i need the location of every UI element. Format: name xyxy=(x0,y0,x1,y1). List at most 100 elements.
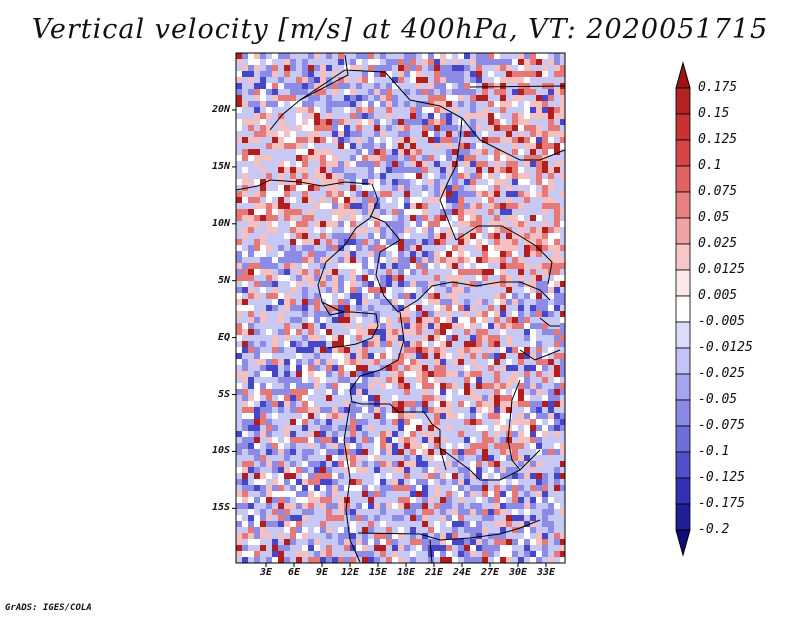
field-cell xyxy=(320,281,326,287)
field-cell xyxy=(494,263,500,269)
field-cell xyxy=(260,113,266,119)
field-cell xyxy=(410,515,416,521)
field-cell xyxy=(506,341,512,347)
field-cell xyxy=(410,431,416,437)
field-cell xyxy=(350,437,356,443)
field-cell xyxy=(440,353,446,359)
field-cell xyxy=(368,209,374,215)
field-cell xyxy=(368,155,374,161)
field-cell xyxy=(386,311,392,317)
field-cell xyxy=(518,275,524,281)
field-cell xyxy=(320,215,326,221)
field-cell xyxy=(332,521,338,527)
field-cell xyxy=(500,539,506,545)
field-cell xyxy=(494,191,500,197)
field-cell xyxy=(452,359,458,365)
field-cell xyxy=(506,485,512,491)
field-cell xyxy=(494,77,500,83)
field-cell xyxy=(296,287,302,293)
field-cell xyxy=(500,551,506,557)
field-cell xyxy=(320,143,326,149)
field-cell xyxy=(470,203,476,209)
field-cell xyxy=(536,197,542,203)
field-cell xyxy=(284,389,290,395)
field-cell xyxy=(530,473,536,479)
field-cell xyxy=(434,59,440,65)
field-cell xyxy=(446,287,452,293)
field-cell xyxy=(422,89,428,95)
field-cell xyxy=(518,305,524,311)
field-cell xyxy=(260,461,266,467)
field-cell xyxy=(542,377,548,383)
field-cell xyxy=(512,533,518,539)
field-cell xyxy=(422,419,428,425)
field-cell xyxy=(560,377,565,383)
field-cell xyxy=(524,263,530,269)
field-cell xyxy=(410,311,416,317)
field-cell xyxy=(464,239,470,245)
field-cell xyxy=(248,533,254,539)
field-cell xyxy=(260,257,266,263)
field-cell xyxy=(518,53,524,59)
field-cell xyxy=(524,431,530,437)
field-cell xyxy=(362,59,368,65)
field-cell xyxy=(278,107,284,113)
field-cell xyxy=(374,53,380,59)
field-cell xyxy=(374,173,380,179)
field-cell xyxy=(320,449,326,455)
field-cell xyxy=(266,221,272,227)
field-cell xyxy=(332,365,338,371)
field-cell xyxy=(284,485,290,491)
field-cell xyxy=(254,341,260,347)
field-cell xyxy=(464,59,470,65)
field-cell xyxy=(266,377,272,383)
field-cell xyxy=(404,317,410,323)
field-cell xyxy=(350,287,356,293)
field-cell xyxy=(374,251,380,257)
field-cell xyxy=(308,131,314,137)
field-cell xyxy=(362,347,368,353)
field-cell xyxy=(404,329,410,335)
field-cell xyxy=(446,515,452,521)
field-cell xyxy=(338,143,344,149)
field-cell xyxy=(440,215,446,221)
field-cell xyxy=(368,491,374,497)
field-cell xyxy=(344,365,350,371)
field-cell xyxy=(458,317,464,323)
field-cell xyxy=(422,239,428,245)
field-cell xyxy=(308,383,314,389)
field-cell xyxy=(494,335,500,341)
field-cell xyxy=(290,407,296,413)
field-cell xyxy=(302,473,308,479)
field-cell xyxy=(452,473,458,479)
field-cell xyxy=(494,359,500,365)
field-cell xyxy=(434,209,440,215)
field-cell xyxy=(320,203,326,209)
field-cell xyxy=(458,53,464,59)
field-cell xyxy=(326,341,332,347)
field-cell xyxy=(410,221,416,227)
field-cell xyxy=(332,209,338,215)
field-cell xyxy=(446,347,452,353)
field-cell xyxy=(344,209,350,215)
field-cell xyxy=(362,335,368,341)
field-cell xyxy=(398,407,404,413)
field-cell xyxy=(356,257,362,263)
field-cell xyxy=(236,389,242,395)
field-cell xyxy=(332,179,338,185)
field-cell xyxy=(350,245,356,251)
field-cell xyxy=(548,491,554,497)
field-cell xyxy=(392,443,398,449)
colorbar-segment xyxy=(675,373,691,401)
field-cell xyxy=(458,491,464,497)
field-cell xyxy=(338,233,344,239)
field-cell xyxy=(428,437,434,443)
field-cell xyxy=(494,257,500,263)
field-cell xyxy=(512,191,518,197)
field-cell xyxy=(464,95,470,101)
field-cell xyxy=(350,509,356,515)
field-cell xyxy=(362,311,368,317)
field-cell xyxy=(326,479,332,485)
field-cell xyxy=(434,161,440,167)
field-cell xyxy=(254,257,260,263)
